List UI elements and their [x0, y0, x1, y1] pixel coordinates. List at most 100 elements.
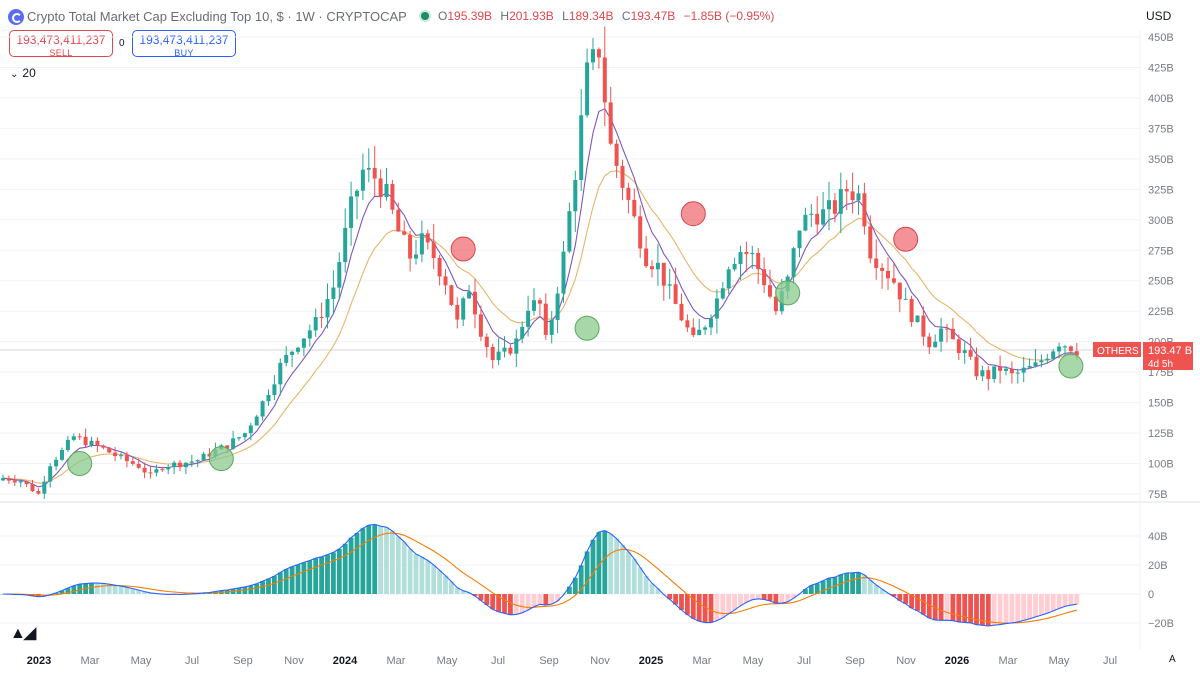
candle-down — [136, 463, 141, 468]
candle-down — [661, 262, 666, 286]
candle-up — [1063, 346, 1067, 348]
candle-down — [24, 481, 29, 485]
buy-signal-marker[interactable] — [67, 451, 93, 477]
candle-down — [484, 336, 489, 347]
sell-signal-marker[interactable] — [680, 201, 706, 227]
price-tick-label: 400B — [1148, 93, 1174, 105]
candle-down — [101, 445, 106, 448]
time-tick-label: Jul — [491, 655, 505, 667]
sell-label: SELL — [49, 48, 73, 58]
buy-signal-marker[interactable] — [208, 446, 234, 472]
candle-up — [166, 467, 171, 470]
price-tick-label: 150B — [1148, 398, 1174, 410]
candle-up — [714, 298, 719, 319]
candle-up — [349, 196, 354, 228]
sell-signal-marker[interactable] — [450, 236, 476, 262]
sell-signal-marker[interactable] — [893, 226, 919, 252]
candle-up — [514, 338, 519, 354]
candle-down — [6, 478, 11, 481]
macd-histogram-bar — [791, 594, 796, 599]
candle-down — [880, 267, 885, 271]
macd-histogram-bar — [950, 594, 956, 621]
macd-histogram-bar — [342, 543, 348, 594]
macd-histogram-bar — [472, 594, 478, 596]
candle-up — [667, 284, 672, 286]
symbol-title[interactable]: Crypto Total Market Cap Excluding Top 10… — [27, 9, 407, 24]
macd-histogram-bar — [513, 594, 519, 615]
candle-down — [886, 270, 890, 279]
macd-histogram-bar — [301, 562, 307, 594]
chart-header: Crypto Total Market Cap Excluding Top 10… — [0, 0, 1200, 34]
candle-down — [478, 314, 483, 337]
price-tick-label: 100B — [1148, 459, 1174, 471]
macd-histogram-bar — [631, 558, 637, 594]
candle-down — [945, 328, 949, 330]
candle-up — [65, 439, 70, 450]
macd-histogram-bar — [419, 556, 425, 594]
macd-histogram-bar — [443, 575, 448, 594]
macd-histogram-bar — [956, 594, 962, 622]
buy-signal-marker[interactable] — [574, 315, 600, 341]
macd-histogram-bar — [655, 588, 661, 594]
buy-signal-marker[interactable] — [775, 280, 801, 306]
macd-histogram-bar — [325, 554, 330, 594]
candle-up — [720, 288, 725, 299]
candle-up — [1004, 368, 1008, 371]
candle-up — [384, 183, 389, 198]
candle-down — [160, 469, 165, 471]
candle-up — [189, 461, 194, 463]
macd-histogram-bar — [991, 594, 997, 626]
candle-down — [927, 336, 932, 348]
symbol-tag: OTHERS — [1097, 346, 1139, 357]
macd-histogram-bar — [490, 594, 496, 610]
macd-histogram-bar — [496, 594, 501, 612]
macd-histogram-bar — [909, 594, 914, 609]
macd-histogram-bar — [289, 566, 295, 594]
candle-down — [773, 296, 778, 312]
macd-axis: 40B 20B 0 −20B — [1148, 531, 1174, 630]
macd-histogram-bar — [95, 583, 100, 594]
macd-histogram-bar — [106, 584, 112, 594]
macd-histogram-bar — [537, 594, 543, 605]
macd-histogram-bar — [549, 594, 555, 605]
indicator-toggle[interactable]: ⌄ 20 — [10, 66, 36, 80]
macd-tick-label: 40B — [1148, 531, 1168, 543]
candle-up — [573, 179, 578, 212]
candle-down — [762, 269, 767, 286]
candle-up — [555, 293, 560, 320]
candle-up — [254, 416, 259, 426]
candle-down — [602, 57, 607, 103]
signal-line — [3, 532, 1077, 624]
macd-histogram-bar — [555, 594, 560, 602]
macd-histogram-bar — [767, 594, 773, 601]
buy-button[interactable]: 193,473,411,237 BUY — [132, 30, 236, 58]
open-value: 195.39B — [447, 9, 493, 23]
candle-up — [360, 169, 365, 191]
low-value: 189.34B — [568, 9, 614, 23]
macd-histogram-bar — [590, 539, 596, 594]
candle-down — [626, 187, 631, 200]
candle-down — [83, 436, 88, 446]
market-status-icon[interactable] — [421, 12, 429, 20]
macd-histogram-bar — [702, 594, 708, 623]
auto-scale-button[interactable]: A — [1169, 654, 1176, 665]
currency-selector[interactable]: USD — [1146, 9, 1172, 23]
candle-up — [237, 437, 241, 439]
macd-histogram-bar — [685, 594, 690, 615]
candle-up — [248, 425, 253, 434]
buy-signal-marker[interactable] — [1058, 353, 1084, 379]
candle-up — [1015, 372, 1020, 374]
candle-down — [508, 347, 513, 354]
macd-histogram-bar — [313, 558, 319, 594]
macd-histogram-bar — [578, 565, 584, 594]
macd-histogram-bar — [348, 537, 354, 594]
macd-histogram-bar — [773, 594, 779, 604]
close-key: C — [621, 9, 631, 23]
candle-up — [1027, 366, 1032, 368]
macd-histogram-bar — [926, 594, 932, 619]
candle-up — [655, 262, 660, 270]
macd-histogram-bar — [77, 584, 83, 594]
candle-down — [638, 216, 643, 249]
candle-up — [738, 252, 743, 265]
